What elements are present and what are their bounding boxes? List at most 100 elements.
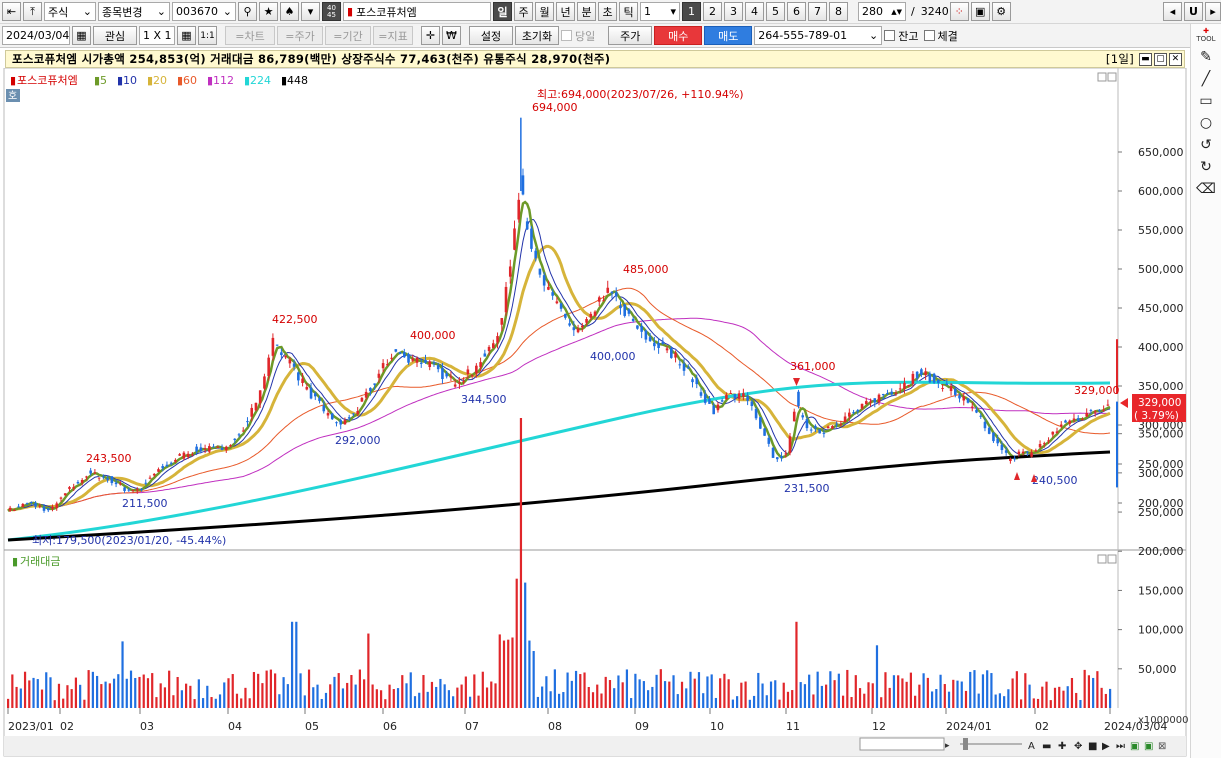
pin-icon[interactable]: ⇤ [2, 2, 21, 21]
maximize-icon[interactable]: ▢ [1154, 52, 1167, 66]
ho-badge[interactable] [6, 89, 20, 102]
left-arrow-icon[interactable]: ◂ [1163, 2, 1182, 21]
top-icon[interactable]: ⤒ [23, 2, 42, 21]
candle-body [508, 266, 512, 277]
stock-change-select[interactable]: 종목변경 ⌄ [98, 2, 170, 21]
page-3[interactable]: 3 [724, 2, 743, 21]
scrollbar[interactable] [859, 737, 945, 751]
scroll-right-icon[interactable]: ▸ [945, 741, 950, 751]
candle-body [415, 357, 419, 363]
rectangle-icon[interactable]: ▭ [1199, 93, 1213, 109]
calendar-icon[interactable]: ▦ [72, 26, 91, 45]
volume-bar [1007, 689, 1010, 708]
u-button[interactable]: U [1184, 2, 1203, 21]
zoom-handle[interactable] [963, 738, 968, 750]
move-icon[interactable]: ✥ [1074, 741, 1082, 752]
view-count-stepper[interactable]: 280 ▲▼ [858, 2, 906, 21]
zoom-out-icon[interactable]: ▬ [1042, 741, 1051, 752]
stop-icon[interactable]: ■ [1088, 741, 1097, 752]
candle-body [873, 398, 877, 403]
close-icon[interactable]: ✕ [1169, 52, 1182, 66]
volume-bar [939, 674, 942, 708]
zoom-in-icon[interactable]: ✚ [1058, 741, 1066, 752]
page-4[interactable]: 4 [745, 2, 764, 21]
star-icon[interactable]: ★ [259, 2, 278, 21]
period-week[interactable]: 주 [514, 2, 533, 21]
period-year[interactable]: 년 [556, 2, 575, 21]
play-icon[interactable]: ▶ [1102, 741, 1110, 752]
layout-field[interactable]: 1 X 1 [139, 26, 175, 45]
period-count-select[interactable]: 1 ▾ [640, 2, 680, 21]
watch-button[interactable]: 관심 [93, 26, 137, 45]
dots-icon[interactable]: ⁘ [949, 2, 969, 21]
period-tick[interactable]: 틱 [619, 2, 638, 21]
volume-menu-icon[interactable] [1097, 554, 1107, 564]
price-chart[interactable]: 최고:694,000(2023/07/26, +110.94%)694,000 2… [0, 68, 1188, 758]
save-icon[interactable]: ▣ [970, 2, 990, 21]
volume-bar [189, 685, 192, 708]
reset-button[interactable]: 초기화 [515, 26, 559, 45]
excel-icon[interactable]: ▣ [1130, 741, 1139, 752]
settings-button[interactable]: 설정 [469, 26, 513, 45]
buy-button[interactable]: 매수 [654, 26, 703, 45]
balance-checkbox[interactable]: 잔고 [884, 28, 919, 44]
volume-close-icon[interactable] [1107, 554, 1117, 564]
line-icon[interactable]: ╱ [1201, 71, 1211, 87]
spade-icon[interactable]: ♠ [280, 2, 299, 21]
panel-menu-icon[interactable] [1097, 72, 1107, 82]
panel-close-icon[interactable] [1107, 72, 1117, 82]
account-select[interactable]: 264-555-789-01 ⌄ [754, 26, 883, 45]
chart-tab[interactable]: =차트 [225, 26, 275, 45]
one-to-one-button[interactable]: 1:1 [198, 26, 217, 45]
same-day-checkbox[interactable]: 당일 [561, 28, 595, 44]
market-select[interactable]: 주식 ⌄ [44, 2, 96, 21]
volume-bar [57, 683, 61, 708]
crosshair-icon[interactable]: ✛ [421, 26, 440, 45]
redo-icon[interactable]: ↻ [1200, 159, 1212, 175]
period-tag: [1일] [1105, 52, 1134, 66]
pen-icon[interactable]: ✎ [1200, 49, 1212, 65]
circle-icon[interactable]: ○ [1199, 115, 1213, 131]
search-icon[interactable]: ⚲ [238, 2, 257, 21]
undo-icon[interactable]: ↺ [1200, 137, 1212, 153]
candle-body [941, 387, 944, 389]
y-tick-label: 300,000 [1138, 419, 1184, 432]
page-7[interactable]: 7 [808, 2, 827, 21]
price-tab[interactable]: =주가 [277, 26, 323, 45]
page-8[interactable]: 8 [829, 2, 848, 21]
print-icon[interactable]: ▣ [1144, 741, 1153, 752]
quote-button[interactable]: 주가 [608, 26, 653, 45]
minimize-icon[interactable]: ▬ [1139, 52, 1152, 66]
index-tab[interactable]: =지표 [373, 26, 413, 45]
stock-name-field[interactable]: ▮ 포스코퓨처엠 [343, 2, 491, 21]
price-annotation: 485,000 [623, 263, 669, 276]
right-arrow-icon[interactable]: ▸ [1205, 2, 1221, 21]
tool-icon[interactable]: ✚ TOOL [1196, 27, 1216, 43]
candle-body [729, 393, 732, 395]
scroll-end-icon[interactable]: ⏭ [1116, 741, 1125, 752]
page-2[interactable]: 2 [703, 2, 722, 21]
won-button[interactable]: ₩ [442, 26, 461, 45]
sell-button[interactable]: 매도 [704, 26, 753, 45]
period-second[interactable]: 초 [598, 2, 617, 21]
page-1[interactable]: 1 [682, 2, 701, 21]
volume-bar [782, 682, 785, 708]
executed-check-icon [923, 30, 935, 41]
page-6[interactable]: 6 [787, 2, 806, 21]
arrow-down-icon[interactable]: ▾ [301, 2, 320, 21]
period-minute[interactable]: 분 [577, 2, 596, 21]
resize-icon[interactable]: ⊠ [1158, 741, 1166, 752]
eraser-icon[interactable]: ⌫ [1196, 181, 1216, 197]
volume-bar [964, 690, 968, 708]
gear-icon[interactable]: ⚙ [991, 2, 1011, 21]
executed-checkbox[interactable]: 체결 [923, 28, 958, 44]
candle-body [674, 352, 677, 358]
date-field[interactable]: 2024/03/04 [2, 26, 70, 45]
period-month[interactable]: 월 [535, 2, 554, 21]
period-day[interactable]: 일 [493, 2, 512, 21]
grid-icon[interactable]: ▦ [177, 26, 196, 45]
period-tab[interactable]: =기간 [325, 26, 371, 45]
page-5[interactable]: 5 [766, 2, 785, 21]
code-panel-icon[interactable]: 40 45 [322, 2, 341, 21]
stock-code-input[interactable]: 003670 ⌄ [172, 2, 236, 21]
